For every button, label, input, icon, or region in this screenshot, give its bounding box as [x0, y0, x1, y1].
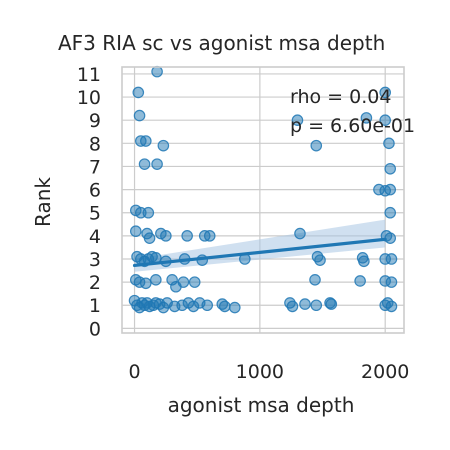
data-point	[314, 254, 326, 266]
data-point	[229, 301, 241, 314]
data-point	[151, 65, 163, 78]
data-point	[201, 299, 214, 312]
x-tick-label: 0	[128, 361, 140, 383]
y-axis-label: Rank	[31, 177, 55, 227]
data-point	[160, 230, 172, 242]
data-point	[132, 86, 145, 99]
y-tick-label: 2	[89, 272, 101, 294]
y-tick-label: 5	[89, 203, 101, 225]
rho-annotation: rho = 0.04	[290, 86, 391, 108]
x-axis-label: agonist msa depth	[168, 393, 355, 417]
data-point	[385, 300, 398, 313]
data-point	[140, 135, 152, 147]
chart-title: AF3 RIA sc vs agonist msa depth	[58, 31, 385, 55]
data-point	[384, 162, 397, 175]
data-point	[151, 158, 163, 170]
y-tick-label: 11	[77, 64, 101, 86]
y-tick-label: 3	[89, 249, 101, 271]
data-point	[218, 300, 231, 313]
data-point	[299, 298, 311, 310]
y-tick-label: 8	[89, 133, 101, 155]
data-point	[309, 273, 321, 286]
regression-line-layer	[132, 237, 387, 268]
data-point	[385, 253, 398, 265]
points-layer	[128, 65, 398, 314]
data-point	[129, 225, 142, 238]
p-value-annotation: p = 6.60e-01	[290, 115, 415, 137]
data-point	[157, 139, 170, 152]
y-tick-label: 6	[89, 180, 101, 202]
y-tick-label: 4	[89, 226, 101, 248]
data-point	[294, 227, 306, 240]
data-point	[383, 137, 395, 150]
y-tick-label: 1	[89, 295, 101, 317]
data-point	[133, 109, 146, 122]
x-tick-label: 1000	[236, 361, 284, 383]
data-point	[310, 299, 323, 312]
y-tick-label: 0	[89, 318, 101, 340]
data-point	[291, 114, 304, 126]
y-tick-label: 7	[89, 156, 101, 178]
data-point	[384, 232, 397, 244]
data-point	[360, 112, 373, 124]
data-point	[384, 206, 397, 219]
data-point	[384, 183, 397, 196]
plot-border	[121, 66, 405, 334]
data-point	[140, 277, 152, 290]
data-point	[188, 276, 201, 288]
data-point	[325, 298, 338, 310]
data-point	[143, 232, 156, 244]
data-point	[354, 275, 366, 287]
y-tick-label: 10	[77, 87, 101, 109]
data-point	[358, 255, 370, 268]
regression-line	[132, 237, 387, 268]
data-point	[286, 300, 299, 313]
data-point	[310, 139, 323, 152]
data-point	[385, 276, 398, 288]
data-point	[181, 230, 193, 242]
data-point	[138, 158, 151, 170]
data-point	[150, 273, 162, 286]
data-point	[379, 86, 391, 99]
data-point	[177, 276, 190, 288]
x-tick-label: 2000	[361, 361, 409, 383]
y-tick-label: 9	[89, 110, 101, 132]
plot-frame	[121, 66, 405, 334]
x-tick-labels: 0 1000 2000	[128, 361, 409, 383]
data-point	[379, 114, 391, 126]
data-point	[203, 230, 216, 242]
data-point	[142, 206, 155, 219]
